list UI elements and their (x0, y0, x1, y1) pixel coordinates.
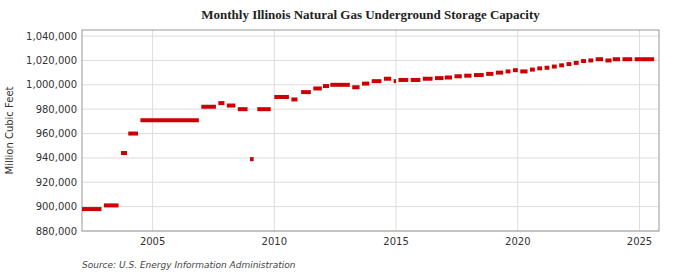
step-segment (520, 69, 527, 73)
step-segment (121, 151, 127, 155)
x-tick-labels: 2005 2010 2015 2020 2025 (140, 236, 652, 247)
step-segment (398, 78, 408, 82)
step-segment (313, 86, 322, 90)
x-grid-line (152, 30, 153, 231)
y-grid-line (82, 84, 659, 85)
step-segment (464, 74, 471, 78)
step-segment (394, 79, 396, 83)
y-tick-label: 940,000 (36, 152, 77, 163)
step-segment (537, 66, 542, 70)
x-tick-label: 2005 (140, 236, 165, 247)
y-tick-label: 1,040,000 (26, 31, 77, 42)
y-grid-line (82, 133, 659, 134)
step-segment (559, 63, 564, 67)
page: {"chart_data": { "type": "step", "title"… (0, 0, 675, 275)
x-tick-label: 2010 (262, 236, 287, 247)
y-grid-line (82, 109, 659, 110)
step-segment (274, 95, 289, 99)
y-tick-label: 880,000 (36, 226, 77, 237)
step-segment (445, 76, 452, 80)
step-segment (372, 79, 382, 83)
y-tick-label: 980,000 (36, 104, 77, 115)
y-grid-line (82, 206, 659, 207)
step-segment (104, 203, 119, 207)
step-segment (301, 90, 311, 94)
x-grid-line (396, 30, 397, 231)
step-segment (384, 77, 391, 81)
step-segment (140, 118, 198, 122)
segments (82, 59, 654, 209)
step-segment (588, 58, 593, 62)
step-segment (82, 207, 101, 211)
chart: 880,000 900,000 920,000 940,000 960,000 980,0… (0, 0, 675, 275)
x-grid-line (517, 30, 518, 231)
x-tick-label: 2015 (383, 236, 408, 247)
step-segment (238, 107, 248, 111)
step-segment (435, 76, 444, 80)
step-segment (566, 62, 571, 66)
step-segment (486, 72, 493, 76)
step-segment (257, 107, 270, 111)
x-grid-line (274, 30, 275, 231)
step-segment (227, 104, 236, 108)
y-grid-line (82, 36, 659, 37)
y-axis-label: Million Cubic Feet (4, 86, 15, 174)
step-segment (496, 71, 503, 75)
step-segment (506, 69, 511, 73)
y-tick-labels: 880,000 900,000 920,000 940,000 960,000 980,0… (26, 31, 77, 237)
step-segment (330, 83, 349, 87)
step-segment (635, 57, 654, 61)
step-segment (552, 65, 557, 69)
y-grid-line (82, 182, 659, 183)
step-segment (352, 85, 359, 89)
y-tick-label: 1,000,000 (26, 79, 77, 90)
step-segment (423, 77, 433, 81)
step-segment (581, 59, 586, 63)
step-segment (128, 132, 138, 136)
y-tick-label: 960,000 (36, 128, 77, 139)
step-segment (474, 73, 484, 77)
step-segment (201, 105, 216, 109)
step-segment (362, 82, 369, 86)
plot-frame (82, 30, 659, 231)
step-segment (613, 57, 620, 61)
step-segment (454, 74, 461, 78)
step-segment (411, 78, 421, 82)
grid (82, 30, 659, 231)
step-segment (513, 68, 518, 72)
step-segment (622, 57, 632, 61)
step-segment (530, 68, 535, 72)
y-tick-label: 920,000 (36, 177, 77, 188)
source-note: Source: U.S. Energy Information Administ… (82, 260, 296, 270)
step-segment (545, 66, 550, 70)
y-grid-line (82, 157, 659, 158)
y-grid-line (82, 60, 659, 61)
step-segment (574, 61, 579, 65)
step-segment (218, 101, 224, 105)
step-segment (596, 57, 603, 61)
step-segment (605, 58, 611, 62)
step-segment (250, 157, 254, 161)
x-tick-label: 2020 (505, 236, 530, 247)
step-segment (291, 97, 297, 101)
y-tick-label: 900,000 (36, 201, 77, 212)
step-segment (323, 84, 329, 88)
x-tick-label: 2025 (627, 236, 652, 247)
title: Monthly Illinois Natural Gas Underground… (201, 7, 540, 22)
y-tick-label: 1,020,000 (26, 55, 77, 66)
